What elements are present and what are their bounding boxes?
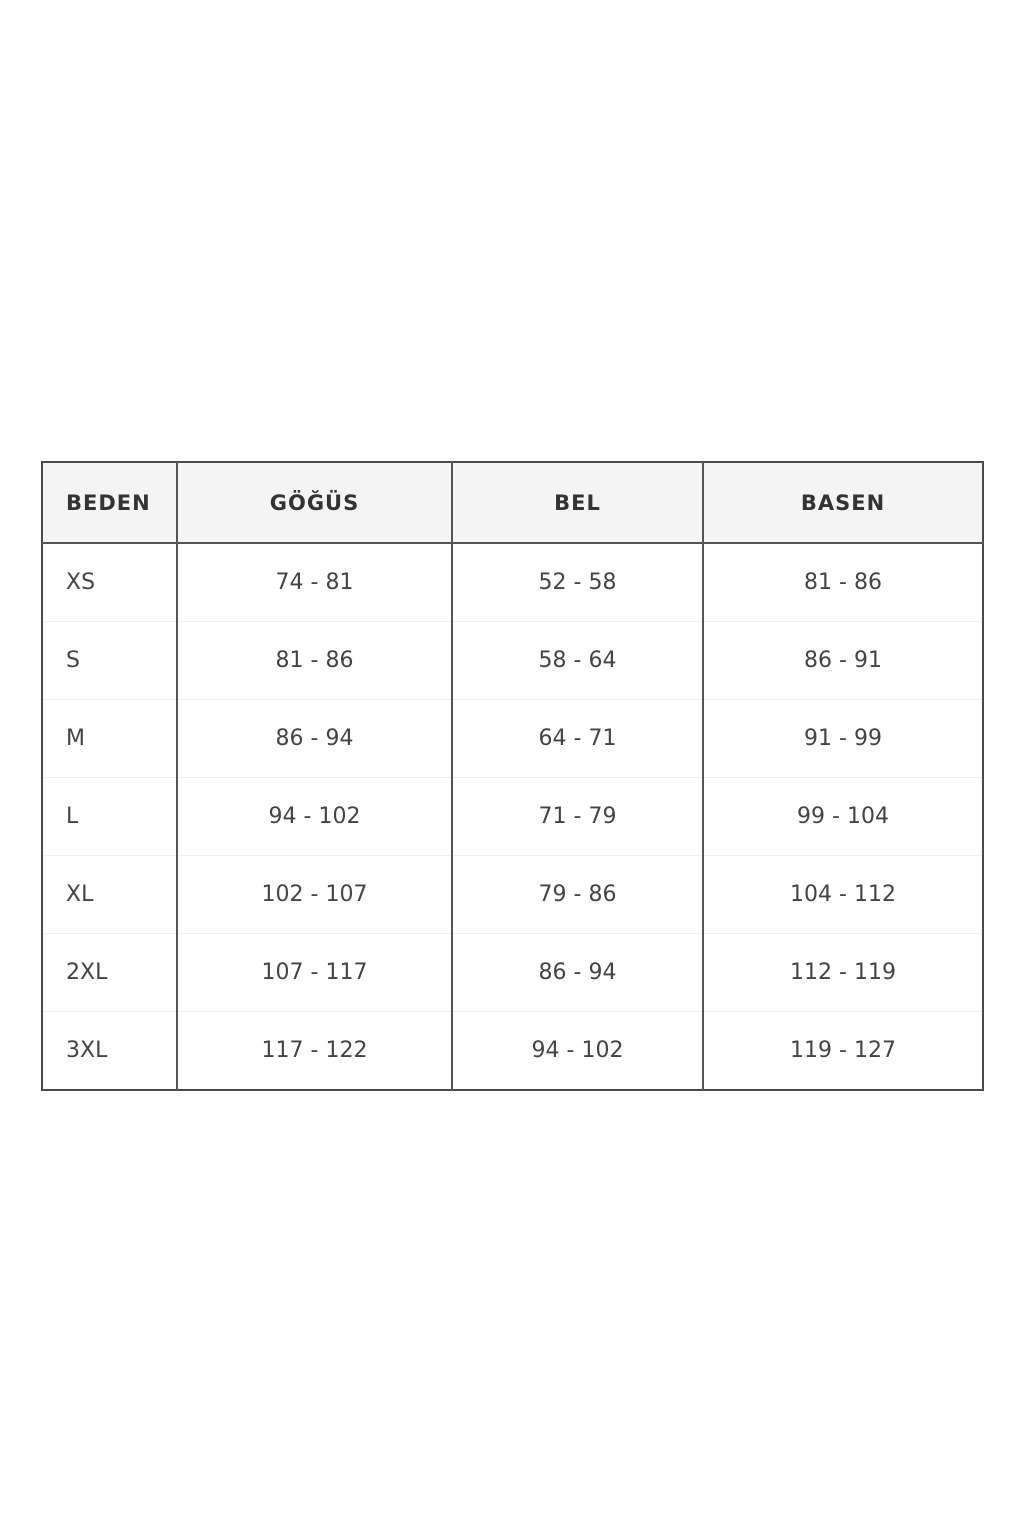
header-cell: BASEN: [702, 462, 983, 544]
measure-cell: 117 - 122: [176, 1011, 452, 1090]
measure-cell: 71 - 79: [451, 777, 703, 856]
measure-cell: 94 - 102: [176, 777, 452, 856]
measure-cell: 99 - 104: [702, 777, 983, 856]
size-cell: S: [42, 621, 177, 700]
measure-cell: 64 - 71: [451, 699, 703, 778]
table-body: XS 74 - 81 52 - 58 81 - 86 S 81 - 86 58 - 64 86…: [42, 542, 983, 1090]
measure-cell: 86 - 94: [176, 699, 452, 778]
header-cell: GÖĞÜS: [176, 462, 452, 544]
size-cell: XL: [42, 855, 177, 934]
size-cell: M: [42, 699, 177, 778]
measure-cell: 79 - 86: [451, 855, 703, 934]
size-cell: 2XL: [42, 933, 177, 1012]
measure-cell: 81 - 86: [702, 542, 983, 622]
size-cell: XS: [42, 542, 177, 622]
measure-cell: 112 - 119: [702, 933, 983, 1012]
table-row: S 81 - 86 58 - 64 86 - 91: [42, 621, 983, 700]
measure-cell: 74 - 81: [176, 542, 452, 622]
measure-cell: 86 - 91: [702, 621, 983, 700]
table-row: M 86 - 94 64 - 71 91 - 99: [42, 699, 983, 778]
measure-cell: 119 - 127: [702, 1011, 983, 1090]
measure-cell: 81 - 86: [176, 621, 452, 700]
table-row: 3XL 117 - 122 94 - 102 119 - 127: [42, 1011, 983, 1090]
table-row: XL 102 - 107 79 - 86 104 - 112: [42, 855, 983, 934]
header-row: BEDEN GÖĞÜS BEL BASEN: [42, 462, 983, 544]
size-table: BEDEN GÖĞÜS BEL BASEN XS 74 - 81 52 - 58 81 - …: [41, 461, 984, 1091]
measure-cell: 104 - 112: [702, 855, 983, 934]
header-cell: BEDEN: [42, 462, 177, 544]
header-cell: BEL: [451, 462, 703, 544]
measure-cell: 58 - 64: [451, 621, 703, 700]
size-cell: L: [42, 777, 177, 856]
table-row: XS 74 - 81 52 - 58 81 - 86: [42, 542, 983, 622]
table-row: 2XL 107 - 117 86 - 94 112 - 119: [42, 933, 983, 1012]
measure-cell: 102 - 107: [176, 855, 452, 934]
size-cell: 3XL: [42, 1011, 177, 1090]
table-row: L 94 - 102 71 - 79 99 - 104: [42, 777, 983, 856]
measure-cell: 52 - 58: [451, 542, 703, 622]
measure-cell: 94 - 102: [451, 1011, 703, 1090]
measure-cell: 91 - 99: [702, 699, 983, 778]
measure-cell: 86 - 94: [451, 933, 703, 1012]
measure-cell: 107 - 117: [176, 933, 452, 1012]
